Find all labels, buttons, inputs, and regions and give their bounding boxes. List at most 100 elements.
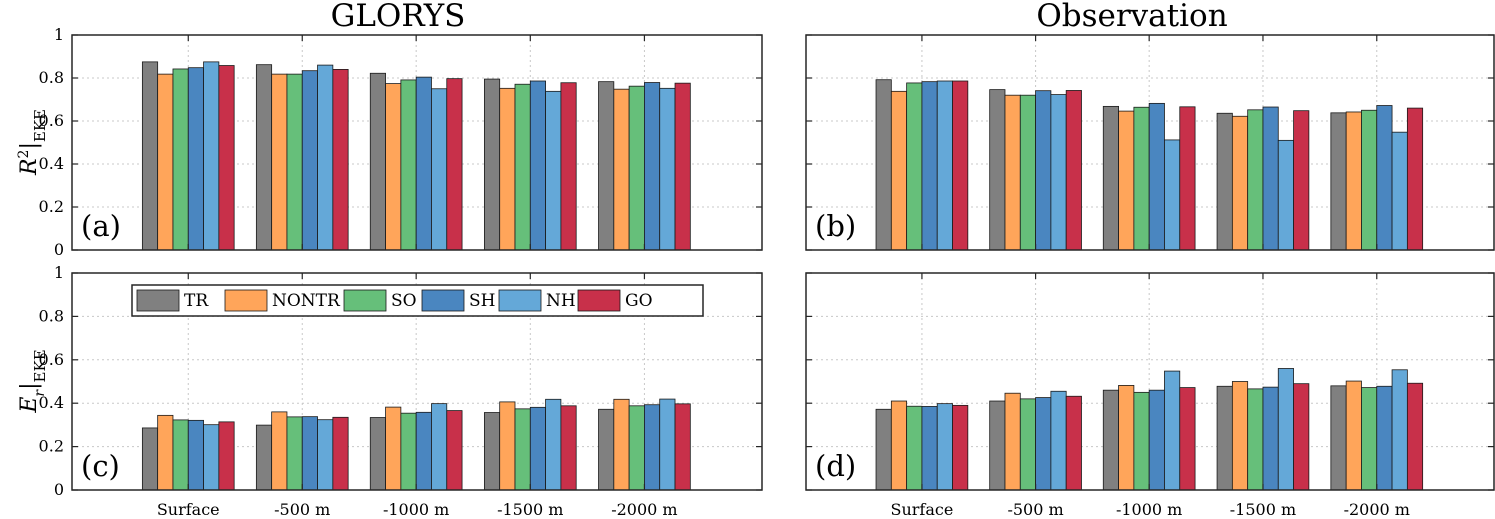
bar-go — [1406, 382, 1424, 491]
bar-nontr — [499, 401, 516, 491]
bar-nh — [936, 403, 953, 491]
ytick-label: 0 — [54, 240, 64, 259]
panel-2: 0 0.2 0.4 0.6 0.8 1 Surface -500 m -1000 m -1500 … — [39, 263, 763, 519]
bar-so — [172, 419, 189, 491]
bar-tr — [989, 89, 1006, 251]
bar-sh — [1262, 106, 1279, 251]
bar-nontr — [1118, 385, 1135, 491]
bar-sh — [1376, 385, 1393, 491]
bar-nh — [1050, 390, 1067, 491]
legend-swatch-go — [577, 289, 621, 312]
bar-go — [1179, 387, 1196, 491]
axis-box — [805, 34, 1495, 251]
bar-so — [628, 405, 645, 491]
bar-go — [560, 82, 577, 251]
bar-nh — [317, 419, 334, 491]
ytick-label: 0.6 — [39, 350, 64, 369]
bar-so — [172, 68, 189, 251]
bar-nh — [317, 64, 334, 251]
bar-nh — [1277, 368, 1294, 491]
column-title-observation: Observation — [1036, 0, 1227, 34]
bar-tr — [483, 78, 501, 251]
bar-nh — [659, 398, 676, 491]
bar-go — [1179, 106, 1196, 251]
bar-tr — [875, 79, 892, 251]
bar-nh — [1277, 139, 1294, 251]
xtick-label: -1500 m — [497, 500, 563, 519]
bar-nh — [1164, 370, 1181, 491]
bar-so — [1019, 398, 1036, 491]
bar-so — [628, 85, 645, 251]
axis-box — [71, 272, 763, 491]
bar-nontr — [499, 87, 516, 251]
bar-nh — [431, 88, 448, 251]
panel-tag: (c) — [81, 449, 120, 483]
bar-go — [1065, 90, 1082, 251]
xtick-label: Surface — [157, 500, 220, 519]
bar-nontr — [157, 73, 174, 251]
bar-sh — [1035, 397, 1052, 491]
bar-go — [952, 404, 969, 491]
bar-nh — [545, 90, 562, 251]
bar-go — [1293, 110, 1310, 251]
bar-so — [1247, 109, 1264, 251]
bar-tr — [369, 72, 386, 251]
bar-nh — [1164, 139, 1181, 251]
bar-so — [906, 405, 923, 491]
legend-swatch-sh — [421, 289, 465, 312]
panel-tag: (d) — [815, 449, 856, 483]
xtick-label: -500 m — [274, 500, 330, 519]
bar-go — [218, 65, 235, 251]
bar-sh — [415, 76, 432, 251]
legend-swatch-so — [343, 289, 387, 312]
bar-tr — [598, 408, 615, 491]
bar-sh — [187, 419, 204, 491]
xtick-label: -2000 m — [1344, 500, 1410, 519]
bar-nh — [936, 80, 953, 251]
xtick-label: -2000 m — [611, 500, 677, 519]
bar-nh — [1050, 94, 1067, 251]
bar-nontr — [385, 406, 402, 491]
bar-nontr — [1004, 392, 1021, 491]
bar-so — [906, 82, 923, 251]
bar-nh — [1391, 369, 1408, 491]
bar-nh — [203, 424, 220, 491]
bar-tr — [141, 427, 159, 491]
panel-3: Surface -500 m -1000 m -1500 m -2000 m (d) — [805, 272, 1495, 519]
bar-go — [560, 405, 577, 491]
bar-sh — [1148, 389, 1165, 491]
bar-sh — [921, 406, 938, 491]
legend-swatch-tr — [136, 289, 180, 312]
ylabel-er-eke: Er|EKE — [17, 349, 49, 413]
legend-label-nontr: NONTR — [272, 291, 341, 311]
ytick-label: 0.4 — [39, 393, 64, 412]
bar-nontr — [1004, 94, 1021, 251]
bar-go — [674, 403, 691, 491]
bar-go — [218, 421, 235, 491]
panel-0: 0 0.2 0.4 0.6 0.8 1 (a) — [39, 25, 763, 259]
bar-so — [400, 79, 417, 251]
bar-so — [286, 416, 303, 491]
legend-label-sh: SH — [469, 291, 495, 311]
bar-go — [1406, 107, 1424, 251]
ytick-label: 0.8 — [39, 68, 64, 87]
bar-nh — [1391, 131, 1408, 251]
bar-so — [1133, 106, 1150, 251]
bar-nontr — [271, 73, 288, 251]
bar-sh — [1035, 90, 1052, 251]
axis-box — [71, 34, 763, 251]
ytick-label: 0.8 — [39, 306, 64, 325]
bar-nontr — [1345, 111, 1362, 251]
bar-sh — [644, 404, 661, 491]
bar-tr — [1102, 389, 1119, 491]
bar-tr — [875, 408, 892, 491]
bar-nh — [203, 61, 220, 251]
xtick-label: -1500 m — [1230, 500, 1296, 519]
bar-so — [514, 83, 531, 251]
legend-label-so: SO — [391, 291, 417, 311]
bar-tr — [141, 61, 159, 251]
bar-so — [1247, 388, 1264, 491]
bar-nontr — [1345, 380, 1362, 491]
bar-sh — [301, 416, 318, 491]
